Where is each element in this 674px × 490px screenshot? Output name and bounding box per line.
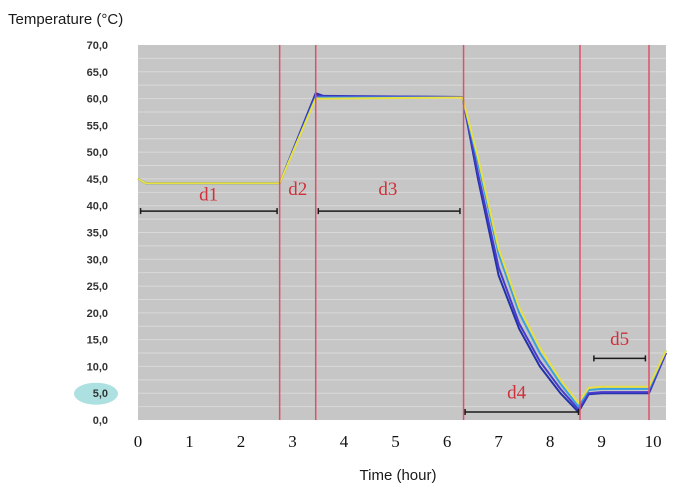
x-tick-label: 9	[597, 432, 606, 451]
y-tick-label: 0,0	[93, 415, 108, 427]
y-tick-label: 25,0	[87, 281, 108, 293]
x-tick-label: 1	[185, 432, 194, 451]
x-tick-label: 3	[288, 432, 297, 451]
phase-label-d2: d2	[288, 179, 307, 200]
y-tick-label: 60,0	[87, 94, 108, 106]
y-tick-label: 15,0	[87, 335, 108, 347]
y-tick-label: 5,0	[93, 388, 108, 400]
y-tick-label: 50,0	[87, 147, 108, 159]
x-tick-label: 10	[645, 432, 662, 451]
phase-label-d1: d1	[199, 184, 218, 205]
x-tick-label: 5	[391, 432, 400, 451]
y-tick-label: 10,0	[87, 361, 108, 373]
y-tick-label: 20,0	[87, 308, 108, 320]
x-tick-label: 2	[237, 432, 246, 451]
x-tick-label: 6	[443, 432, 452, 451]
x-tick-label: 4	[340, 432, 349, 451]
series-line	[137, 96, 667, 404]
x-tick-label: 7	[494, 432, 503, 451]
x-tick-label: 8	[546, 432, 555, 451]
phase-label-d4: d4	[507, 383, 527, 404]
x-tick-label: 0	[134, 432, 143, 451]
y-tick-label: 65,0	[87, 67, 108, 79]
y-tick-label: 45,0	[87, 174, 108, 186]
y-tick-label: 70,0	[87, 40, 108, 52]
y-tick-label: 40,0	[87, 201, 108, 213]
ytick-highlight	[74, 382, 118, 405]
x-axis-label: Time (hour)	[360, 467, 437, 484]
plot-area: 0,05,010,015,020,025,030,035,040,045,050…	[74, 40, 667, 451]
phase-label-d3: d3	[378, 179, 397, 200]
y-tick-label: 35,0	[87, 228, 108, 240]
y-tick-label: 55,0	[87, 120, 108, 132]
y-axis-label: Temperature (°C)	[8, 11, 123, 28]
y-tick-label: 30,0	[87, 254, 108, 266]
phase-label-d5: d5	[610, 329, 629, 350]
